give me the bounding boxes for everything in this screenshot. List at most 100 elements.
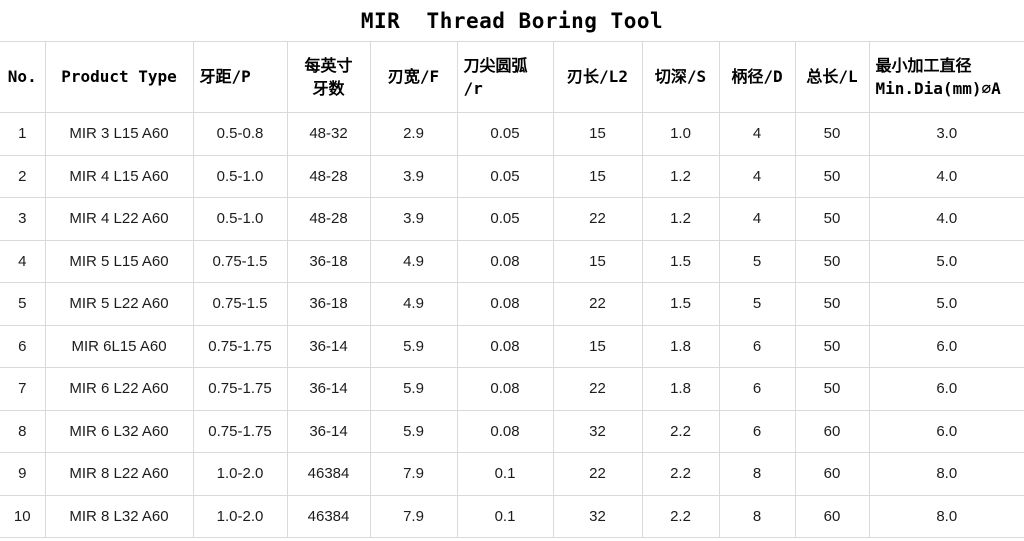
table-cell: 1.5 bbox=[641, 282, 720, 326]
table-cell: 4.0 bbox=[868, 197, 1024, 241]
table-cell: 3.9 bbox=[369, 197, 458, 241]
table-row: 1 MIR 3 L15 A60 0.5-0.8 48-32 2.9 0.05 15 1.0 4 5… bbox=[0, 112, 1024, 156]
table-cell: 8 bbox=[718, 452, 796, 496]
table-cell: 1.8 bbox=[641, 367, 720, 411]
column-header: 刃宽/F bbox=[369, 41, 458, 113]
table-cell: 60 bbox=[794, 409, 870, 453]
table-cell: 6 bbox=[0, 324, 46, 368]
column-header: Product Type bbox=[44, 41, 194, 113]
table-cell: 1.2 bbox=[641, 154, 720, 198]
table-cell: 2.2 bbox=[641, 494, 720, 538]
table-cell: 1.2 bbox=[641, 197, 720, 241]
table-cell: 3.9 bbox=[369, 154, 458, 198]
table-cell: 0.75-1.75 bbox=[192, 409, 288, 453]
table-cell: MIR 3 L15 A60 bbox=[44, 112, 194, 156]
table-cell: 6.0 bbox=[868, 367, 1024, 411]
column-header: 最小加工直径 Min.Dia(mm)∅A bbox=[868, 41, 1024, 113]
table-cell: 5.0 bbox=[868, 239, 1024, 283]
page-title: MIR Thread Boring Tool bbox=[360, 8, 664, 33]
table-cell: 5.9 bbox=[369, 367, 458, 411]
table-cell: 36-18 bbox=[286, 282, 371, 326]
table-cell: 5 bbox=[718, 282, 796, 326]
table-row: 10 MIR 8 L32 A60 1.0-2.0 46384 7.9 0.1 32 2.2 8 6… bbox=[0, 494, 1024, 538]
table-cell: 50 bbox=[794, 239, 870, 283]
table-cell: 6.0 bbox=[868, 324, 1024, 368]
table-cell: 8.0 bbox=[868, 452, 1024, 496]
table-cell: 4.0 bbox=[868, 154, 1024, 198]
table-cell: 7 bbox=[0, 367, 46, 411]
table-cell: MIR 4 L15 A60 bbox=[44, 154, 194, 198]
table-cell: MIR 6 L32 A60 bbox=[44, 409, 194, 453]
column-header: 每英寸 牙数 bbox=[286, 41, 371, 113]
table-cell: 7.9 bbox=[369, 452, 458, 496]
table-row: 5 MIR 5 L22 A60 0.75-1.5 36-18 4.9 0.08 22 1.5 5… bbox=[0, 282, 1024, 326]
table-cell: MIR 4 L22 A60 bbox=[44, 197, 194, 241]
table-cell: 0.1 bbox=[456, 494, 554, 538]
table-cell: 36-14 bbox=[286, 367, 371, 411]
column-header: 柄径/D bbox=[718, 41, 796, 113]
table-cell: 50 bbox=[794, 154, 870, 198]
column-header: 刀尖圆弧 /r bbox=[456, 41, 554, 113]
table-cell: 22 bbox=[552, 452, 643, 496]
table-cell: 46384 bbox=[286, 452, 371, 496]
table-cell: 5 bbox=[0, 282, 46, 326]
table-cell: 0.5-1.0 bbox=[192, 154, 288, 198]
table-cell: 4.9 bbox=[369, 239, 458, 283]
table-cell: 4 bbox=[718, 154, 796, 198]
table-cell: 2.9 bbox=[369, 112, 458, 156]
column-header: 牙距/P bbox=[192, 41, 288, 113]
table-row: 8 MIR 6 L32 A60 0.75-1.75 36-14 5.9 0.08 32 2.2… bbox=[0, 409, 1024, 453]
table-cell: 4 bbox=[718, 197, 796, 241]
table-cell: 1.8 bbox=[641, 324, 720, 368]
table-cell: 15 bbox=[552, 239, 643, 283]
table-cell: 0.08 bbox=[456, 367, 554, 411]
table-body: 1 MIR 3 L15 A60 0.5-0.8 48-32 2.9 0.05 15 1.0 4 5… bbox=[0, 112, 1024, 538]
table-cell: 22 bbox=[552, 367, 643, 411]
table-cell: 5.0 bbox=[868, 282, 1024, 326]
table-cell: 1 bbox=[0, 112, 46, 156]
table-cell: 36-14 bbox=[286, 409, 371, 453]
table-row: 9 MIR 8 L22 A60 1.0-2.0 46384 7.9 0.1 22 2.2 8 60… bbox=[0, 452, 1024, 496]
table-row: 4 MIR 5 L15 A60 0.75-1.5 36-18 4.9 0.08 15 1.5 5… bbox=[0, 239, 1024, 283]
table-cell: MIR 6 L22 A60 bbox=[44, 367, 194, 411]
table-cell: 60 bbox=[794, 494, 870, 538]
table-cell: MIR 6L15 A60 bbox=[44, 324, 194, 368]
table-cell: 6.0 bbox=[868, 409, 1024, 453]
table-cell: 1.0-2.0 bbox=[192, 494, 288, 538]
table-cell: 46384 bbox=[286, 494, 371, 538]
table-cell: 1.0-2.0 bbox=[192, 452, 288, 496]
table-cell: 15 bbox=[552, 154, 643, 198]
table-cell: 4 bbox=[0, 239, 46, 283]
table-cell: 48-28 bbox=[286, 197, 371, 241]
product-spec-table: No. Product Type 牙距/P 每英寸 牙数 刃宽/F 刀尖圆弧 /r 刃长/L… bbox=[0, 41, 1024, 538]
table-cell: 4.9 bbox=[369, 282, 458, 326]
table-cell: 36-14 bbox=[286, 324, 371, 368]
table-cell: 3.0 bbox=[868, 112, 1024, 156]
table-cell: MIR 5 L15 A60 bbox=[44, 239, 194, 283]
table-cell: 0.5-1.0 bbox=[192, 197, 288, 241]
table-cell: 8 bbox=[718, 494, 796, 538]
table-cell: MIR 8 L22 A60 bbox=[44, 452, 194, 496]
table-header-row: No. Product Type 牙距/P 每英寸 牙数 刃宽/F 刀尖圆弧 /r 刃长/L… bbox=[0, 41, 1024, 113]
table-cell: 7.9 bbox=[369, 494, 458, 538]
table-cell: 15 bbox=[552, 112, 643, 156]
table-row: 3 MIR 4 L22 A60 0.5-1.0 48-28 3.9 0.05 22 1.2 4 5… bbox=[0, 197, 1024, 241]
column-header: 总长/L bbox=[794, 41, 870, 113]
table-cell: 2.2 bbox=[641, 409, 720, 453]
column-header: No. bbox=[0, 41, 46, 113]
table-cell: 5.9 bbox=[369, 409, 458, 453]
table-cell: 2 bbox=[0, 154, 46, 198]
table-row: 2 MIR 4 L15 A60 0.5-1.0 48-28 3.9 0.05 15 1.2 4 5… bbox=[0, 154, 1024, 198]
table-cell: 0.05 bbox=[456, 197, 554, 241]
table-cell: 0.5-0.8 bbox=[192, 112, 288, 156]
table-cell: 1.5 bbox=[641, 239, 720, 283]
table-cell: 5.9 bbox=[369, 324, 458, 368]
table-cell: 0.08 bbox=[456, 239, 554, 283]
table-cell: 50 bbox=[794, 112, 870, 156]
table-cell: 15 bbox=[552, 324, 643, 368]
table-cell: 36-18 bbox=[286, 239, 371, 283]
table-row: 7 MIR 6 L22 A60 0.75-1.75 36-14 5.9 0.08 22 1.8… bbox=[0, 367, 1024, 411]
table-cell: MIR 8 L32 A60 bbox=[44, 494, 194, 538]
table-header: No. Product Type 牙距/P 每英寸 牙数 刃宽/F 刀尖圆弧 /r 刃长/L… bbox=[0, 41, 1024, 113]
table-cell: 8.0 bbox=[868, 494, 1024, 538]
